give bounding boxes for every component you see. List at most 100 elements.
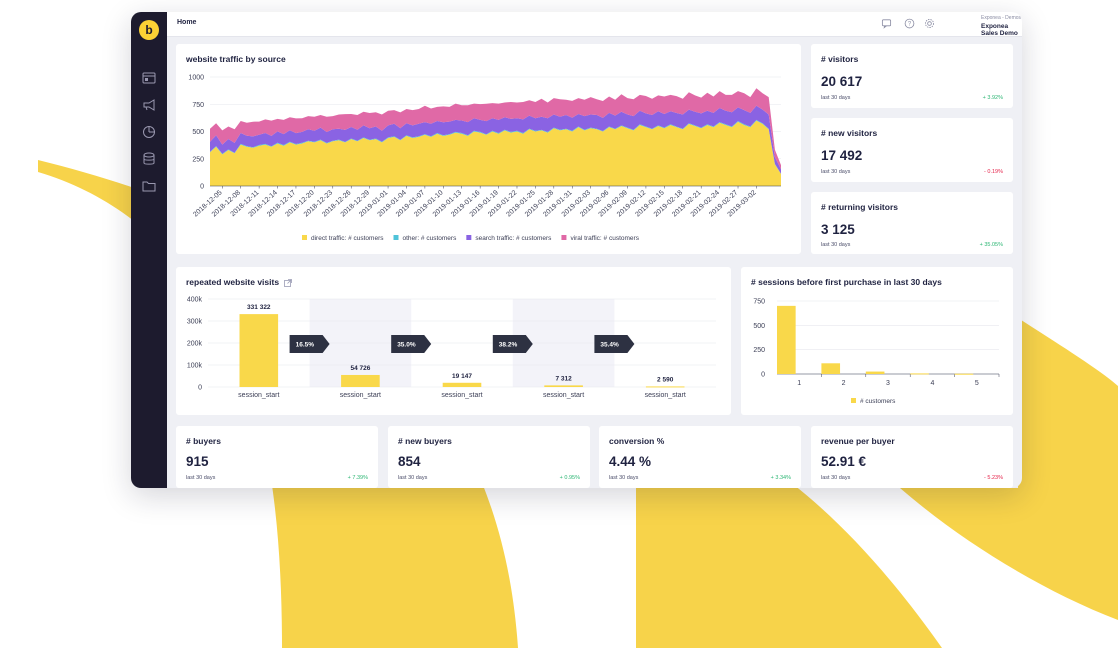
bar-value-label: 331 322 <box>247 304 271 311</box>
folder-icon[interactable] <box>141 178 157 194</box>
legend-label[interactable]: viral traffic: # customers <box>570 235 639 242</box>
kpi-delta: + 7.39% <box>347 475 368 481</box>
kpi-title: # new visitors <box>821 128 878 138</box>
app-window: b Home ? <box>131 12 1022 488</box>
conversion-arrow <box>492 335 533 353</box>
y-tick-label: 300k <box>187 319 203 326</box>
traffic-area-chart: 025050075010002018-12-052018-12-082018-1… <box>188 75 781 242</box>
x-tick-label: session_start <box>645 392 686 399</box>
funnel-bar[interactable] <box>442 382 482 387</box>
legend-label[interactable]: other: # customers <box>403 235 458 242</box>
y-tick-label: 0 <box>198 385 202 392</box>
kpi-card-conversion: conversion % 4.44 % last 30 days + 3.34% <box>599 426 801 488</box>
x-tick-label: session_start <box>340 392 381 399</box>
y-tick-label: 250 <box>192 156 204 163</box>
kpi-value: 52.91 € <box>821 454 867 469</box>
legend-swatch <box>393 235 399 240</box>
legend-label[interactable]: direct traffic: # customers <box>311 235 384 242</box>
kpi-title: revenue per buyer <box>821 436 895 446</box>
kpi-card-buyers: # buyers 915 last 30 days + 7.39% <box>176 426 378 488</box>
sessions-bar[interactable] <box>777 305 796 374</box>
kpi-period: last 30 days <box>821 242 851 248</box>
y-tick-label: 750 <box>192 102 204 109</box>
kpi-period: last 30 days <box>609 475 639 481</box>
kpi-title: # buyers <box>186 436 221 446</box>
conversion-rate-label: 38.2% <box>499 342 518 349</box>
y-tick-label: 500 <box>192 129 204 136</box>
kpi-value: 20 617 <box>821 74 863 89</box>
kpi-period: last 30 days <box>398 475 428 481</box>
kpi-delta: + 3.92% <box>982 95 1003 101</box>
sessions-bar[interactable] <box>954 373 974 375</box>
kpi-title: # new buyers <box>398 436 452 446</box>
external-link-icon[interactable] <box>284 278 293 287</box>
y-tick-label: 750 <box>753 299 765 306</box>
project-selector[interactable]: Exponea Sales Demo <box>981 23 1018 37</box>
logo[interactable]: b <box>139 20 159 40</box>
legend-label[interactable]: # customers <box>860 398 896 405</box>
kpi-period: last 30 days <box>186 475 216 481</box>
kpi-card-returning-visitors: # returning visitors 3 125 last 30 days … <box>811 192 1013 254</box>
bar-value-label: 19 147 <box>452 373 472 380</box>
funnel-bar[interactable] <box>341 374 380 387</box>
y-tick-label: 0 <box>200 184 204 191</box>
kpi-value: 854 <box>398 454 421 469</box>
svg-text:?: ? <box>908 22 912 28</box>
bar-value-label: 2 590 <box>657 376 674 383</box>
y-tick-label: 400k <box>187 297 203 304</box>
kpi-period: last 30 days <box>821 169 851 175</box>
sessions-before-purchase-card: # sessions before first purchase in last… <box>741 267 1013 415</box>
y-tick-label: 250 <box>753 347 765 354</box>
sessions-bar[interactable] <box>910 373 929 375</box>
kpi-title: conversion % <box>609 436 665 446</box>
funnel-bar[interactable] <box>645 386 685 388</box>
x-tick-label: 4 <box>930 380 934 387</box>
card-title-wrap: repeated website visits <box>186 277 293 287</box>
kpi-delta: + 35.05% <box>979 242 1003 248</box>
legend-swatch <box>466 235 472 240</box>
conversion-rate-label: 35.4% <box>600 342 619 349</box>
conversion-rate-label: 16.5% <box>296 342 315 349</box>
help-icon[interactable]: ? <box>904 18 915 29</box>
kpi-delta: + 3.34% <box>770 475 791 481</box>
y-tick-label: 200k <box>187 341 203 348</box>
y-tick-label: 1000 <box>188 75 204 82</box>
x-tick-label: session_start <box>441 392 482 399</box>
breadcrumb-home[interactable]: Home <box>177 19 197 26</box>
kpi-card-new-visitors: # new visitors 17 492 last 30 days - 0.1… <box>811 118 1013 182</box>
x-tick-label: session_start <box>543 392 584 399</box>
kpi-delta: - 0.19% <box>984 169 1003 175</box>
sessions-bar-chart: 0 250 500 750 1 2 3 4 5 # customers <box>753 299 1000 405</box>
sessions-bar[interactable] <box>821 363 841 374</box>
funnel-bar[interactable] <box>544 385 583 387</box>
kpi-value: 3 125 <box>821 222 855 237</box>
y-tick-label: 0 <box>761 372 765 379</box>
repeated-visits-bar-chart: 0 100k 200k 300k 400k 331 322 session_start 54 … <box>187 297 716 399</box>
conversion-arrow <box>391 335 432 353</box>
x-tick-label: 5 <box>975 380 979 387</box>
pie-chart-icon[interactable] <box>141 124 157 140</box>
area-series-0[interactable] <box>210 120 781 186</box>
megaphone-icon[interactable] <box>141 97 157 113</box>
database-icon[interactable] <box>141 151 157 167</box>
legend-label[interactable]: search traffic: # customers <box>475 235 552 242</box>
dashboard-icon[interactable] <box>141 70 157 86</box>
funnel-bar[interactable] <box>239 314 279 387</box>
area-series-2[interactable] <box>210 105 781 174</box>
kpi-card-new-buyers: # new buyers 854 last 30 days + 0.95% <box>388 426 590 488</box>
legend-swatch <box>561 235 567 240</box>
sessions-bar[interactable] <box>865 371 885 374</box>
card-title: repeated website visits <box>186 277 280 287</box>
area-series-3[interactable] <box>210 88 781 170</box>
legend-swatch <box>851 398 856 403</box>
x-tick-label: 2 <box>842 380 846 387</box>
sidebar: b <box>131 12 167 488</box>
kpi-card-visitors: # visitors 20 617 last 30 days + 3.92% <box>811 44 1013 108</box>
x-tick-label: session_start <box>238 392 279 399</box>
legend-swatch <box>302 235 307 240</box>
bar-value-label: 7 312 <box>555 375 572 382</box>
x-tick-label: 3 <box>886 380 890 387</box>
chat-icon[interactable] <box>881 18 892 29</box>
settings-icon[interactable] <box>924 18 935 29</box>
background-swoosh-middle <box>636 460 942 648</box>
